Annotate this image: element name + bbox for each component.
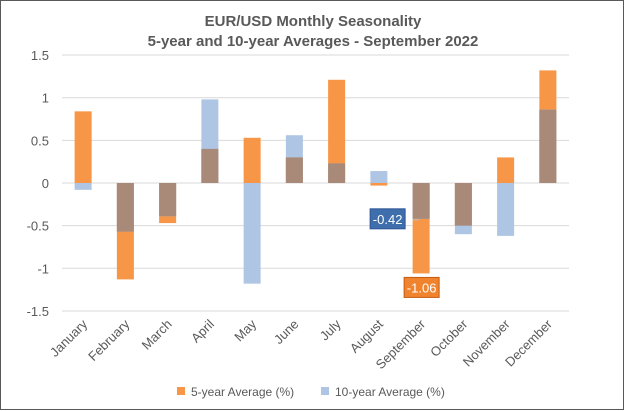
legend-swatch-5-year: [177, 387, 185, 395]
y-tick-label: -0.5: [27, 219, 49, 234]
legend-swatch-10-year: [321, 387, 329, 395]
bar-overlap: [328, 163, 346, 183]
y-tick-label: -1: [37, 261, 49, 276]
annotation-box-5-year: [403, 276, 440, 298]
bar-overlap: [454, 183, 472, 226]
bar-10-year: [243, 183, 261, 284]
legend-label-10-year: 10-year Average (%): [335, 385, 445, 399]
y-tick-label: 0.5: [31, 133, 49, 148]
bar-10-year: [74, 183, 92, 190]
x-tick-label: February: [85, 316, 133, 364]
bar-5-year: [74, 111, 92, 183]
bar-5-year: [497, 157, 515, 183]
bar-5-year: [243, 137, 261, 183]
bar-overlap: [159, 183, 177, 217]
bar-overlap: [412, 183, 430, 219]
x-tick-label: March: [139, 316, 175, 352]
annotation-label-10-year: -0.42: [373, 212, 403, 227]
x-tick-label: May: [231, 316, 259, 344]
y-tick-label: 1: [42, 91, 49, 106]
bar-overlap: [285, 157, 303, 183]
bar-10-year: [370, 171, 388, 183]
chart-subtitle: 5-year and 10-year Averages - September …: [148, 33, 479, 50]
bar-10-year: [497, 183, 515, 236]
x-tick-label: July: [317, 316, 344, 343]
y-tick-label: -1.5: [27, 304, 49, 319]
bar-overlap: [116, 183, 134, 232]
bar-overlap: [201, 148, 219, 183]
annotation-label-5-year: -1.06: [407, 280, 437, 295]
annotation-box-10-year: [369, 208, 406, 230]
legend-label-5-year: 5-year Average (%): [191, 385, 294, 399]
chart-title: EUR/USD Monthly Seasonality: [205, 13, 422, 30]
y-tick-label: 1.5: [31, 48, 49, 63]
x-tick-label: August: [347, 316, 386, 355]
bar-overlap: [539, 109, 557, 183]
x-tick-label: December: [502, 316, 555, 369]
x-tick-label: June: [271, 316, 302, 347]
bar-5-year: [370, 183, 388, 186]
x-tick-label: April: [188, 316, 217, 345]
bar-5-year: [328, 79, 346, 183]
y-tick-label: 0: [42, 176, 49, 191]
